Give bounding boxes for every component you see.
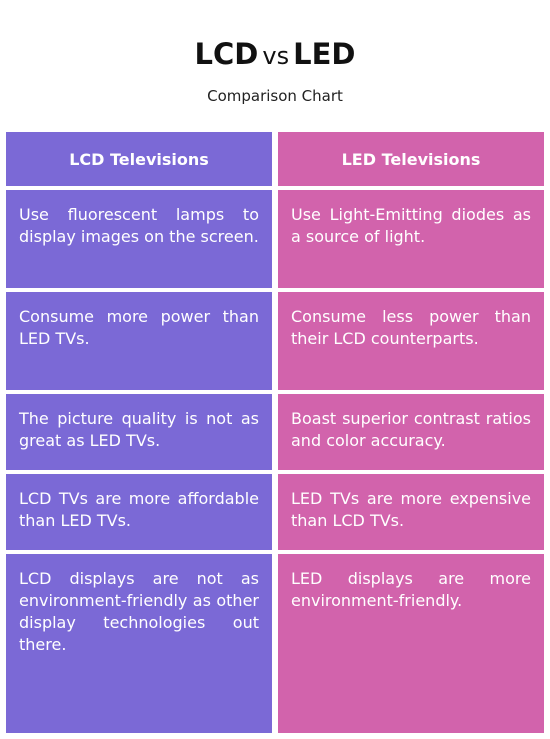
- page-title: LCD vs LED: [0, 34, 550, 76]
- lcd-cell-2: Consume more power than LED TVs.: [6, 292, 272, 390]
- lcd-cell-1: Use fluorescent lamps to display images …: [6, 190, 272, 288]
- title-lcd: LCD: [194, 37, 259, 71]
- led-cell-1: Use Light-Emitting diodes as a source of…: [278, 190, 544, 288]
- title-vs: vs: [262, 42, 290, 70]
- led-cell-2: Consume less power than their LCD counte…: [278, 292, 544, 390]
- lcd-column-header: LCD Televisions: [6, 132, 272, 186]
- led-cell-5: LED displays are more environment-friend…: [278, 554, 544, 733]
- page-subtitle: Comparison Chart: [207, 87, 343, 105]
- lcd-cell-5: LCD displays are not as environment-frie…: [6, 554, 272, 733]
- led-cell-4: LED TVs are more expensive than LCD TVs.: [278, 474, 544, 550]
- title-led: LED: [293, 37, 356, 71]
- lcd-cell-3: The picture quality is not as great as L…: [6, 394, 272, 470]
- lcd-cell-4: LCD TVs are more affordable than LED TVs…: [6, 474, 272, 550]
- led-cell-3: Boast superior contrast ratios and color…: [278, 394, 544, 470]
- led-column-header: LED Televisions: [278, 132, 544, 186]
